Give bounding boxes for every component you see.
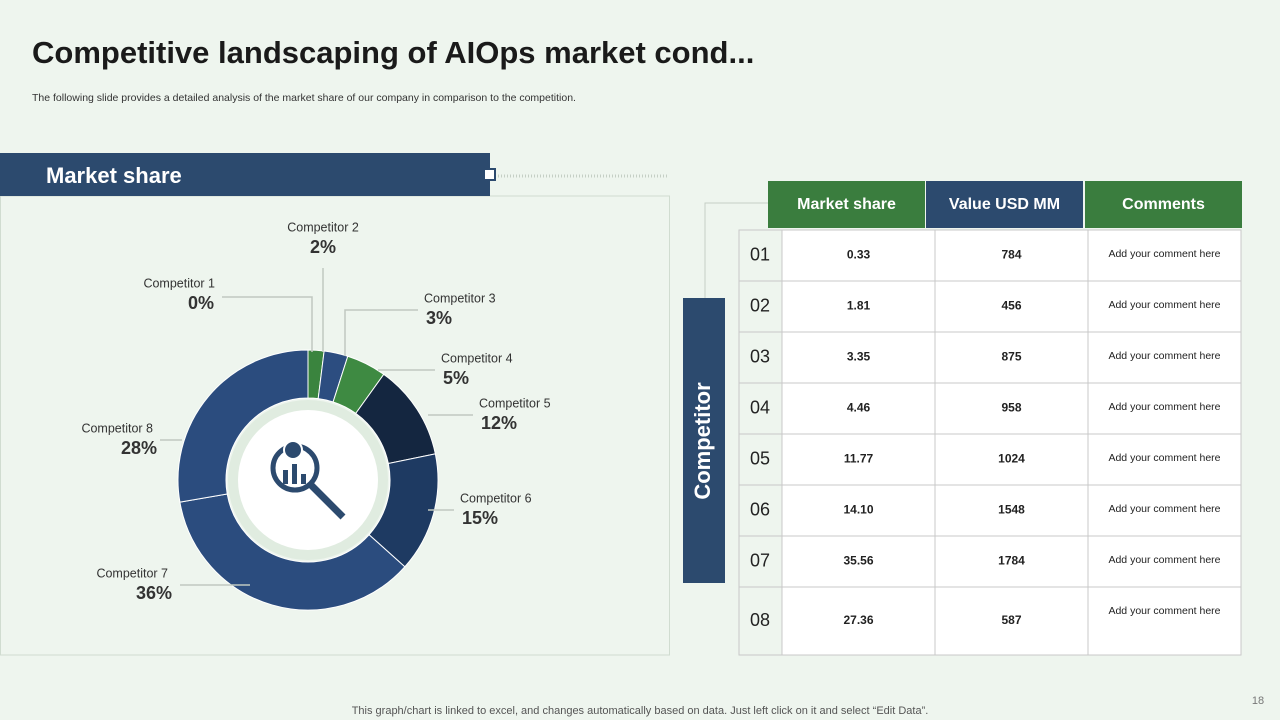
cell-text: 784 xyxy=(1001,248,1021,262)
leader-line xyxy=(344,309,418,356)
table-cell xyxy=(1087,433,1242,486)
table-cell xyxy=(934,535,1089,588)
chart-banner xyxy=(0,153,490,196)
cell-text: 0.33 xyxy=(847,248,871,262)
slice-name: Competitor 6 xyxy=(460,491,532,505)
row-index: 03 xyxy=(750,346,770,366)
cell-text: Add your comment here xyxy=(1108,299,1220,311)
slice-label: 5% xyxy=(443,368,469,388)
slice-name: Competitor 5 xyxy=(479,396,551,410)
slice-name: Competitor 4 xyxy=(441,351,513,365)
subtitle: The following slide provides a detailed … xyxy=(32,92,576,104)
cell-text: 1784 xyxy=(998,554,1025,568)
table-cell xyxy=(781,586,936,656)
table-cell xyxy=(1087,280,1242,333)
row-index: 05 xyxy=(750,448,770,468)
table-cell xyxy=(1087,382,1242,435)
cell-text: Add your comment here xyxy=(1108,503,1220,515)
donut-slice xyxy=(179,493,406,611)
donut-center xyxy=(238,410,378,550)
table-cell xyxy=(1087,484,1242,537)
cell-text: Add your comment here xyxy=(1108,452,1220,464)
table-cell xyxy=(934,280,1089,333)
slice-name: Competitor 7 xyxy=(96,566,168,580)
chart-title: Market share xyxy=(46,163,182,188)
table-cell xyxy=(781,331,936,384)
cell-text: 11.77 xyxy=(844,452,874,466)
slice-label: 28% xyxy=(121,438,157,458)
analysis-icon xyxy=(270,440,346,520)
cell-text: 875 xyxy=(1001,350,1021,364)
slice-name: Competitor 3 xyxy=(424,291,496,305)
table-header: Market share xyxy=(797,196,896,213)
cell-text: Add your comment here xyxy=(1108,350,1220,362)
slice-label: 3% xyxy=(426,308,452,328)
connector xyxy=(704,202,768,298)
cell-text: Add your comment here xyxy=(1108,248,1220,260)
table-header-cell xyxy=(768,181,925,228)
cell-text: Add your comment here xyxy=(1108,554,1220,566)
row-index: 01 xyxy=(750,244,770,264)
slice-name: Competitor 2 xyxy=(287,220,359,234)
slice-label: 2% xyxy=(310,237,336,257)
cell-text: 14.10 xyxy=(843,503,873,517)
slice-name: Competitor 8 xyxy=(81,421,153,435)
table-cell xyxy=(934,586,1089,656)
table-cell xyxy=(781,382,936,435)
slice-label: 15% xyxy=(462,508,498,528)
table-cell xyxy=(781,484,936,537)
index-cell xyxy=(738,229,783,282)
row-index: 08 xyxy=(750,610,770,630)
slice-label: 36% xyxy=(136,583,172,603)
slice-label: 12% xyxy=(481,413,517,433)
index-cell xyxy=(738,535,783,588)
cell-text: 1.81 xyxy=(847,299,871,313)
table-header-cell xyxy=(926,181,1083,228)
cell-text: 27.36 xyxy=(843,613,873,627)
cell-text: 958 xyxy=(1001,401,1021,415)
cell-text: 1024 xyxy=(998,452,1025,466)
banner-marker xyxy=(483,168,496,181)
table-cell xyxy=(934,484,1089,537)
cell-text: 1548 xyxy=(998,503,1025,517)
table-cell xyxy=(934,433,1089,486)
table-cell xyxy=(781,280,936,333)
row-index: 04 xyxy=(750,397,770,417)
table-header: Comments xyxy=(1122,196,1205,213)
title: Competitive landscaping of AIOps market … xyxy=(32,35,754,70)
cell-text: Add your comment here xyxy=(1108,605,1220,617)
slice-name: Competitor 1 xyxy=(143,276,215,290)
cell-text: 4.46 xyxy=(847,401,871,415)
table-cell xyxy=(781,229,936,282)
row-index: 07 xyxy=(750,550,770,570)
cell-text: 587 xyxy=(1001,613,1021,627)
slice-label: 0% xyxy=(188,293,214,313)
row-index: 06 xyxy=(750,499,770,519)
index-cell xyxy=(738,433,783,486)
cell-text: 456 xyxy=(1001,299,1021,313)
table-header-cell xyxy=(1085,181,1242,228)
table-cell xyxy=(781,535,936,588)
cell-text: Add your comment here xyxy=(1108,401,1220,413)
table-cell xyxy=(1087,535,1242,588)
table-header: Value USD MM xyxy=(949,196,1060,213)
row-index: 02 xyxy=(750,295,770,315)
leader-line xyxy=(222,296,313,352)
page-number: 18 xyxy=(1252,695,1264,707)
cell-text: 3.35 xyxy=(847,350,871,364)
cell-text: 35.56 xyxy=(843,554,873,568)
row-header: Competitor xyxy=(690,382,715,500)
table-cell xyxy=(1087,586,1242,656)
row-header-bar xyxy=(683,298,725,583)
footer-note: This graph/chart is linked to excel, and… xyxy=(352,705,929,717)
donut-slice xyxy=(177,349,309,503)
table-cell xyxy=(1087,331,1242,384)
